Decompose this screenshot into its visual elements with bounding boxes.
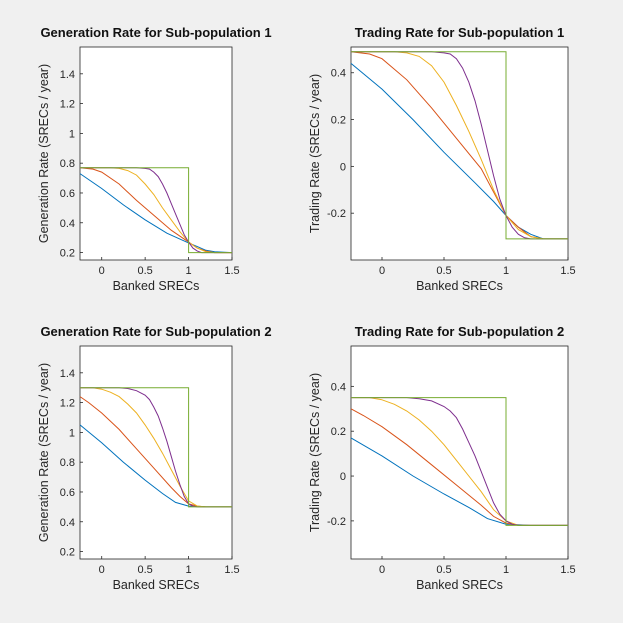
y-tick-label: 0.2 — [331, 426, 346, 438]
y-tick-label: 1.4 — [60, 69, 75, 81]
series-line-red — [79, 167, 232, 254]
y-tick-label: 1 — [69, 427, 75, 439]
chart-panel-3: 0 0.5 1 1.5 0.2 0.4 0.6 0.8 1 1.2 1.4 Generation Ra… — [37, 324, 272, 592]
y-tick-label: -0.2 — [327, 516, 346, 528]
chart-title: Trading Rate for Sub-population 1 — [355, 25, 564, 40]
x-tick-label: 1 — [186, 265, 192, 277]
series-line-green — [351, 397, 568, 526]
series-line-blue — [79, 173, 233, 254]
y-tick-label: 0.8 — [60, 457, 75, 469]
chart-title: Generation Rate for Sub-population 1 — [40, 25, 271, 40]
x-tick-label: 0.5 — [436, 265, 451, 277]
y-tick-label: 1.2 — [60, 398, 75, 410]
y-tick-label: 0.4 — [60, 517, 75, 529]
x-tick-label: 1.5 — [224, 564, 239, 576]
y-axis-label: Generation Rate (SRECs / year) — [37, 64, 51, 243]
x-tick-label: 1 — [503, 265, 509, 277]
x-tick-label: 0 — [99, 265, 105, 277]
y-tick-label: 1.2 — [60, 99, 75, 111]
x-axis-label: Banked SRECs — [416, 279, 503, 293]
y-tick-label: 0.2 — [60, 248, 75, 260]
series-line-yellow — [351, 397, 568, 526]
y-axis-label: Trading Rate (SRECs / year) — [308, 74, 322, 233]
x-tick-label: 1 — [186, 564, 192, 576]
x-tick-label: 0 — [99, 564, 105, 576]
y-tick-label: 0.4 — [60, 218, 75, 230]
chart-panel-2: 0 0.5 1 1.5 -0.2 0 0.2 0.4 Trading Rate for Sub-… — [308, 25, 576, 293]
y-tick-label: 0.6 — [60, 487, 75, 499]
x-tick-label: 1.5 — [560, 265, 575, 277]
x-tick-label: 0.5 — [137, 265, 152, 277]
series-line-green — [351, 51, 568, 240]
series-line-purple — [351, 51, 568, 240]
y-tick-label: 0.6 — [60, 188, 75, 200]
y-axis-label: Generation Rate (SRECs / year) — [37, 363, 51, 542]
y-tick-label: 0.8 — [60, 158, 75, 170]
x-tick-label: 0 — [379, 564, 385, 576]
y-tick-label: 1.4 — [60, 368, 75, 380]
y-tick-label: 0 — [340, 161, 346, 173]
plot-area — [79, 345, 233, 560]
chart-panel-1: 0 0.5 1 1.5 0.2 0.4 0.6 0.8 1 1.2 1.4 Generation Ra… — [37, 25, 272, 293]
y-tick-label: 0.4 — [331, 68, 346, 80]
y-tick-label: 0.2 — [60, 547, 75, 559]
x-tick-label: 0 — [379, 265, 385, 277]
y-tick-label: 0.4 — [331, 381, 346, 393]
chart-title: Trading Rate for Sub-population 2 — [355, 324, 564, 339]
plot-area — [79, 46, 233, 261]
series-line-green — [80, 167, 232, 254]
y-tick-label: -0.2 — [327, 208, 346, 220]
y-tick-label: 1 — [69, 128, 75, 140]
y-tick-label: 0 — [340, 471, 346, 483]
x-tick-label: 0.5 — [436, 564, 451, 576]
x-tick-label: 1 — [503, 564, 509, 576]
x-tick-label: 1.5 — [560, 564, 575, 576]
series-line-green — [80, 387, 232, 508]
plot-area — [350, 46, 569, 261]
series-line-blue — [350, 63, 568, 240]
x-axis-label: Banked SRECs — [113, 578, 200, 592]
chart-title: Generation Rate for Sub-population 2 — [40, 324, 271, 339]
series-line-purple — [80, 387, 232, 508]
plot-area — [350, 345, 569, 560]
series-line-yellow — [351, 51, 568, 240]
y-tick-label: 0.2 — [331, 115, 346, 127]
x-tick-label: 1.5 — [224, 265, 239, 277]
x-axis-label: Banked SRECs — [416, 578, 503, 592]
x-tick-label: 0.5 — [137, 564, 152, 576]
series-line-purple — [351, 397, 568, 526]
x-axis-label: Banked SRECs — [113, 279, 200, 293]
y-axis-label: Trading Rate (SRECs / year) — [308, 373, 322, 532]
series-line-yellow — [80, 387, 232, 508]
chart-panel-4: 0 0.5 1 1.5 -0.2 0 0.2 0.4 Trading Rate for Sub-… — [308, 324, 576, 592]
series-line-yellow — [80, 167, 232, 254]
